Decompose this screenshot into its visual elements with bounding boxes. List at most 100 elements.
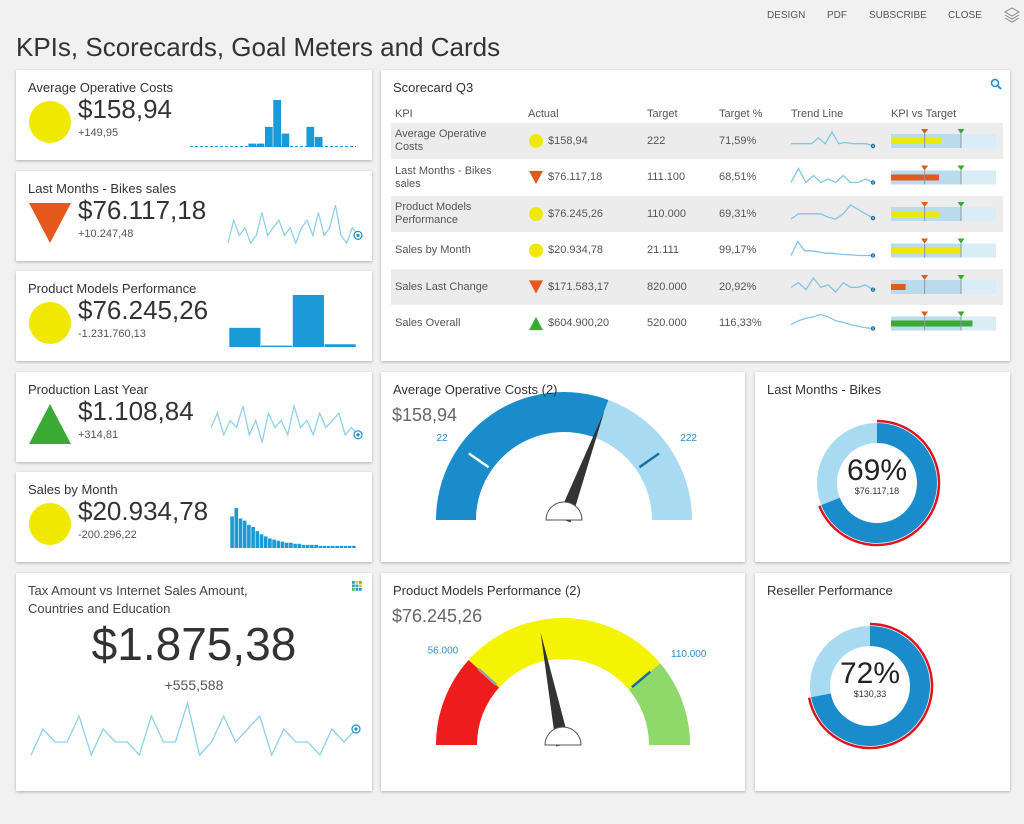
card-title: Production Last Year [28,382,148,397]
actual: $171.583,17 [548,280,610,293]
sparkline [790,167,874,184]
indicator [29,101,71,143]
bar [261,345,293,347]
card-value: $76.117,18 [78,195,207,225]
gauge-zone [468,618,661,690]
bullet-bar [891,138,942,144]
card-delta: -1.231.760,13 [78,328,146,340]
bar [230,516,234,548]
gauge-hub [545,501,583,521]
bullet-marker [921,275,929,280]
bar [310,544,314,548]
gauge-tick-label: 222 [680,433,697,444]
gauge-tick [477,667,497,686]
target-pct: 68,51% [719,171,757,183]
bar [314,136,323,147]
kpi-name: Last Months - Bikes sales [395,164,492,190]
card-delta: +10.247,48 [78,228,134,240]
bar [347,545,352,548]
card: Last Months - Bikes sales $76.117,18 +10.2… [16,171,372,261]
bullet-bar [891,320,973,327]
indicator [29,203,71,243]
sparkline [790,204,874,220]
bar [324,344,356,347]
indicator [529,280,543,294]
toolbar-button[interactable]: DESIGN [767,10,806,21]
bar [263,536,268,548]
card-value: $158,94 [78,94,172,124]
bar [248,143,257,147]
indicator [29,302,71,344]
layers-icon[interactable] [1003,7,1021,23]
card-title: Average Operative Costs (2) [393,382,558,397]
card-delta: -200.296,22 [78,529,137,541]
toolbar-button[interactable]: PDF [827,10,847,21]
gauge-rest [594,399,692,520]
bullet-range [891,280,961,294]
bar [273,100,281,147]
target: 111.100 [647,171,686,183]
card-title: Reseller Performance [767,583,893,598]
actual: $604.900,20 [548,317,610,329]
target: 110.000 [647,207,686,220]
sparkline [790,240,873,257]
graphic [30,581,362,757]
bar [322,545,327,548]
gauge-needle [540,632,570,747]
sparkline-end-dot [872,217,874,219]
bullet-bar [891,284,906,290]
kpi-name: Product Models Performance [395,201,472,226]
gauge-needle [557,411,605,523]
card: Tax Amount vs Internet Sales Amount, Cou… [16,573,372,791]
kpi-name: Sales Last Change [395,280,488,293]
donut-percent: 72% [840,657,900,690]
column-header: KPI [395,108,413,120]
bar [251,526,255,548]
gauge-tick-label: 56.000 [428,645,459,656]
sparkline-end-dot [872,327,874,330]
card-title: Product Models Performance [28,281,197,296]
bar [229,327,261,347]
donut-value [821,423,937,543]
bar [289,542,293,548]
bar [281,133,290,147]
bar [234,508,239,548]
toolbar-button[interactable]: SUBSCRIBE [869,10,927,21]
column-header: KPI vs Target [891,108,957,120]
column-header: Target [647,108,678,120]
gauge-zone [628,663,690,745]
bullet-bar [891,247,961,254]
bullet-bar [891,174,939,181]
donut-outline [818,419,941,547]
target-pct: 69,31% [719,207,757,220]
bar [326,545,331,548]
sparkline [210,403,359,445]
card: Production Last Year $1.108,84 +314,81 [16,372,372,462]
target: 820.000 [647,280,687,293]
card: Product Models Performance $76.245,26 -1.2… [16,271,372,361]
bar [343,545,348,548]
gauge-zone [436,660,500,745]
bar [335,545,339,548]
bar [284,542,289,548]
target: 222 [647,134,666,147]
sparkline [227,204,359,245]
bar [314,544,318,548]
search-icon[interactable] [990,78,1002,90]
donut-amount: $130,33 [854,689,887,699]
indicator [529,134,543,148]
graphic: 72%$130,33 [807,622,934,750]
card: 56.000 110.000 Product Models Performance … [381,573,745,791]
bar [297,543,302,548]
actual: $20.934,78 [548,244,604,256]
toolbar-button[interactable]: CLOSE [948,10,982,21]
sparkline [790,276,874,293]
sparkline-end-dot [356,233,360,237]
card-title: Sales by Month [28,482,118,497]
target-pct: 71,59% [719,134,757,147]
icon-cell [355,584,359,588]
card: 72% $130,33 Reseller Performance [755,573,1010,791]
icon-cell [352,581,355,584]
bar [268,538,272,548]
